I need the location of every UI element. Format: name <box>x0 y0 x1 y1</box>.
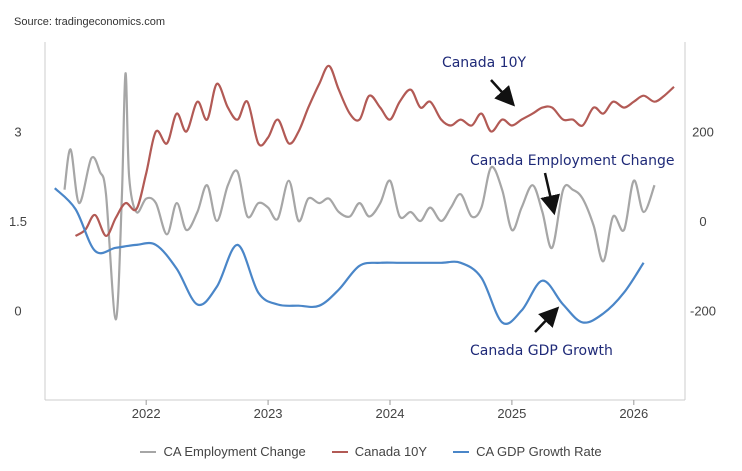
y-right-tick-label: -200 <box>690 304 716 319</box>
annotation-employment-arrow <box>540 172 560 216</box>
y-right-tick-label: 200 <box>692 125 714 140</box>
annotation-gdp-label: Canada GDP Growth <box>470 343 613 359</box>
annotation-employment-label: Canada Employment Change <box>470 153 675 169</box>
x-tick-label: 2026 <box>619 406 648 421</box>
legend-label-employment: CA Employment Change <box>163 444 306 459</box>
legend-label-gdp: CA GDP Growth Rate <box>476 444 602 459</box>
series-line-10y <box>74 64 675 237</box>
y-left-tick-label: 0 <box>14 304 21 319</box>
x-tick-label: 2024 <box>376 406 405 421</box>
legend-label-10y: Canada 10Y <box>354 444 428 459</box>
annotation-10y-arrow <box>490 79 516 107</box>
legend-item-10y[interactable]: Canada 10Y <box>331 444 428 459</box>
x-tick-label: 2025 <box>497 406 526 421</box>
annotation-gdp-arrow <box>534 306 560 333</box>
series-line-employment <box>63 72 656 321</box>
legend-swatch-10y <box>331 450 348 453</box>
legend-item-gdp[interactable]: CA GDP Growth Rate <box>453 444 602 459</box>
x-tick-label: 2022 <box>132 406 161 421</box>
x-tick-label: 2023 <box>254 406 283 421</box>
y-left-tick-label: 3 <box>14 125 21 140</box>
annotation-10y-label: Canada 10Y <box>442 55 527 71</box>
source-label: Source: tradingeconomics.com <box>14 16 166 28</box>
series-line-gdp <box>54 187 645 325</box>
legend-item-employment[interactable]: CA Employment Change <box>140 444 306 459</box>
legend-swatch-employment <box>140 450 157 453</box>
legend-swatch-gdp <box>453 450 470 453</box>
legend: CA Employment Change Canada 10Y CA GDP G… <box>0 444 742 459</box>
y-right-tick-label: 0 <box>699 214 706 229</box>
y-left-tick-label: 1.5 <box>9 214 27 229</box>
